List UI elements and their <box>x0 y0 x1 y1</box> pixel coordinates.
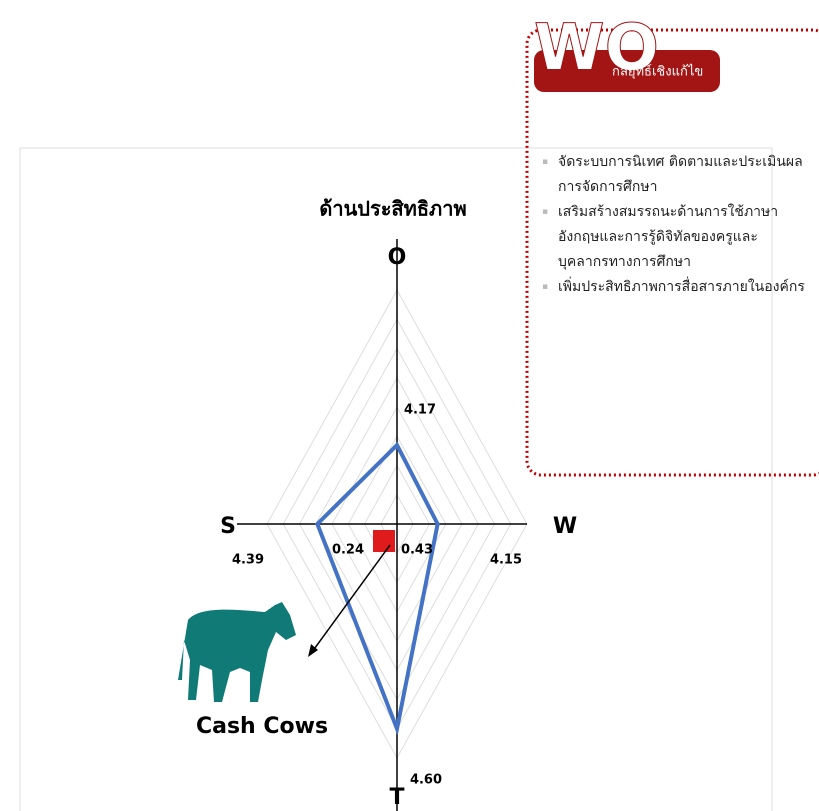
axis-label: T <box>389 785 404 810</box>
value-label: 4.39 <box>232 553 264 568</box>
page: WO กลยุทธ์เชิงแก้ไข ด้านประสิทธิภาพ O4.1… <box>0 0 819 811</box>
axis-label: W <box>553 514 577 539</box>
axis-label: O <box>388 245 407 270</box>
value-label: 4.17 <box>404 403 436 418</box>
center-value: 0.43 <box>401 543 433 558</box>
axis-label: S <box>220 514 236 539</box>
badge-heading: กลยุทธ์เชิงแก้ไข <box>612 64 703 80</box>
slide: WO กลยุทธ์เชิงแก้ไข ด้านประสิทธิภาพ O4.1… <box>0 0 819 811</box>
bullet-list: จัดระบบการนิเทศ ติดตามและประเมินผลการจัด… <box>540 150 808 300</box>
annotation: Cash Cows <box>196 714 328 739</box>
bullet: เพิ่มประสิทธิภาพการสื่อสารภายในองค์กร <box>558 275 808 300</box>
center-square <box>373 530 395 552</box>
center-value: 0.24 <box>332 543 364 558</box>
bullet: เสริมสร้างสมรรถนะด้านการใช้ภาษาอังกฤษและ… <box>558 200 808 275</box>
chart-title: ด้านประสิทธิภาพ <box>319 197 466 221</box>
value-label: 4.60 <box>410 773 442 788</box>
value-label: 4.15 <box>490 553 522 568</box>
bullet: จัดระบบการนิเทศ ติดตามและประเมินผลการจัด… <box>558 150 808 200</box>
